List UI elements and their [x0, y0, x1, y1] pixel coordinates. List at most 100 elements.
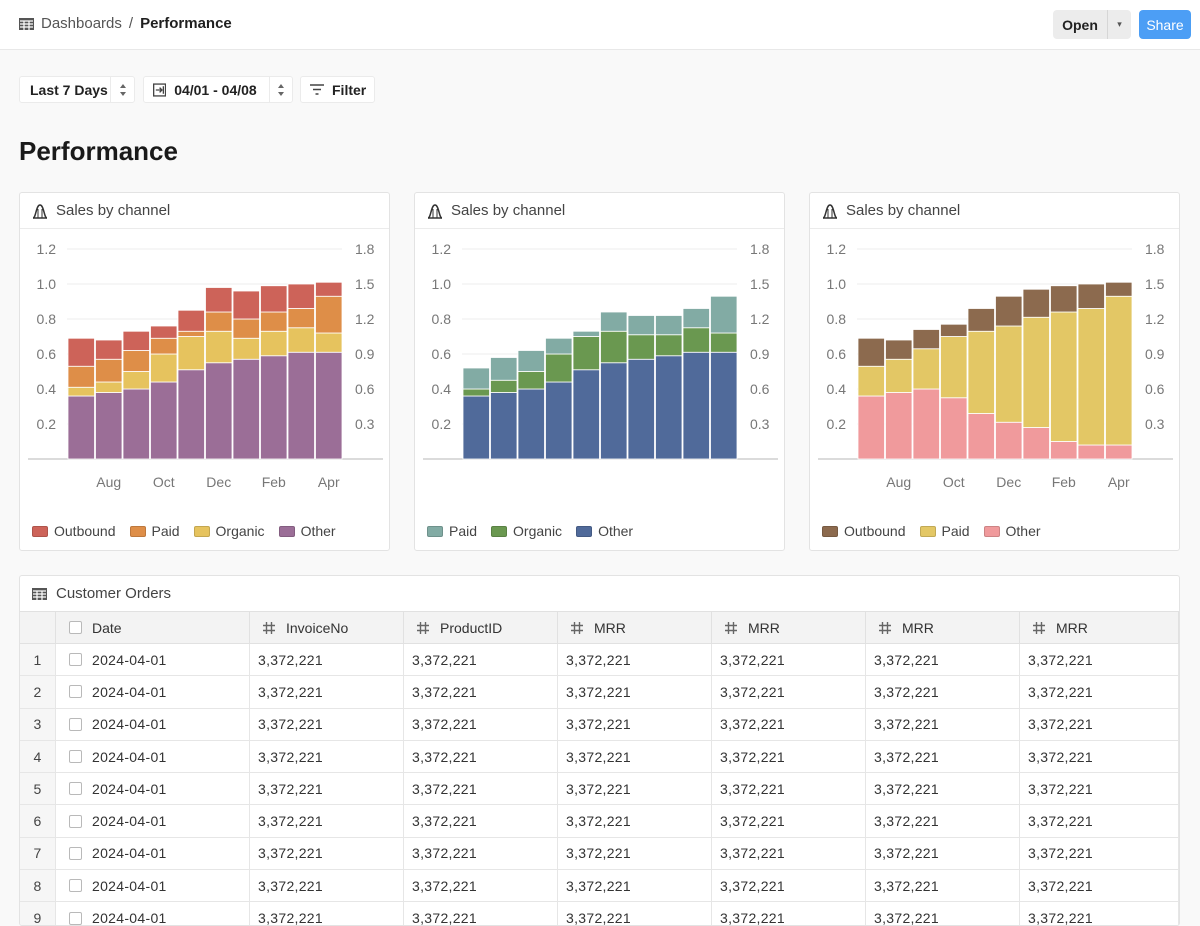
bar-segment-organic[interactable] [315, 332, 343, 353]
bar-segment-other[interactable] [205, 362, 233, 460]
table-cell[interactable]: 3,372,221 [1020, 708, 1179, 741]
bar-segment-organic[interactable] [600, 330, 628, 364]
table-cell[interactable]: 3,372,221 [558, 902, 712, 925]
bar-segment-other[interactable] [710, 351, 738, 460]
bar-segment-paid[interactable] [517, 350, 545, 372]
bar-segment-outbound[interactable] [940, 323, 968, 337]
bar-segment-other[interactable] [1105, 444, 1133, 460]
bar-segment-organic[interactable] [655, 334, 683, 357]
bar-segment-organic[interactable] [150, 353, 178, 383]
row-checkbox[interactable] [69, 750, 82, 764]
table-cell[interactable]: 3,372,221 [250, 773, 404, 806]
table-cell[interactable]: 2024-04-01 [56, 740, 250, 774]
bar-segment-other[interactable] [857, 395, 885, 460]
legend-item-outbound[interactable]: Outbound [32, 523, 116, 539]
row-checkbox[interactable] [69, 782, 82, 796]
table-cell[interactable]: 3,372,221 [558, 805, 712, 838]
bar-segment-organic[interactable] [490, 379, 518, 393]
column-header-mrr[interactable]: MRR [1020, 611, 1179, 644]
table-cell[interactable]: 3,372,221 [866, 902, 1020, 925]
date-picker-stepper[interactable] [269, 77, 292, 102]
bar-segment-outbound[interactable] [232, 290, 260, 320]
table-cell[interactable]: 3,372,221 [404, 644, 558, 677]
table-cell[interactable]: 3,372,221 [558, 740, 712, 774]
column-header-mrr[interactable]: MRR [558, 611, 712, 644]
column-header-invoiceno[interactable]: InvoiceNo [250, 611, 404, 644]
bar-segment-paid[interactable] [462, 367, 490, 390]
bar-segment-organic[interactable] [95, 381, 123, 393]
table-cell[interactable]: 3,372,221 [712, 676, 866, 709]
table-cell[interactable]: 3,372,221 [712, 870, 866, 903]
table-cell[interactable]: 3,372,221 [712, 837, 866, 871]
table-cell[interactable]: 2024-04-01 [56, 870, 250, 903]
bar-segment-paid[interactable] [122, 350, 150, 372]
bar-segment-other[interactable] [655, 355, 683, 460]
table-cell[interactable]: 3,372,221 [558, 676, 712, 709]
bar-segment-outbound[interactable] [967, 308, 995, 332]
bar-segment-outbound[interactable] [1050, 285, 1078, 313]
bar-segment-other[interactable] [260, 355, 288, 460]
bar-segment-other[interactable] [545, 381, 573, 460]
bar-segment-other[interactable] [67, 395, 95, 460]
table-cell[interactable]: 3,372,221 [250, 805, 404, 838]
table-cell[interactable]: 3,372,221 [712, 805, 866, 838]
bar-segment-other[interactable] [122, 388, 150, 460]
bar-segment-paid[interactable] [260, 311, 288, 332]
table-cell[interactable]: 3,372,221 [712, 773, 866, 806]
row-checkbox[interactable] [69, 846, 82, 860]
bar-segment-organic[interactable] [260, 330, 288, 357]
table-cell[interactable]: 2024-04-01 [56, 708, 250, 741]
bar-segment-paid[interactable] [150, 337, 178, 355]
table-cell[interactable]: 3,372,221 [404, 676, 558, 709]
bar-segment-organic[interactable] [710, 332, 738, 353]
bar-segment-organic[interactable] [462, 388, 490, 397]
table-cell[interactable]: 3,372,221 [404, 708, 558, 741]
bar-segment-paid[interactable] [287, 308, 315, 329]
bar-segment-organic[interactable] [232, 337, 260, 360]
bar-segment-other[interactable] [462, 395, 490, 460]
filter-button[interactable]: Filter [300, 76, 375, 103]
row-checkbox[interactable] [69, 814, 82, 828]
bar-segment-outbound[interactable] [1077, 283, 1105, 309]
bar-segment-paid[interactable] [627, 315, 655, 336]
table-cell[interactable]: 2024-04-01 [56, 773, 250, 806]
bar-segment-other[interactable] [315, 351, 343, 460]
table-cell[interactable]: 3,372,221 [1020, 773, 1179, 806]
bar-segment-paid[interactable] [1050, 311, 1078, 442]
table-cell[interactable]: 2024-04-01 [56, 837, 250, 871]
bar-segment-outbound[interactable] [1022, 288, 1050, 318]
bar-segment-paid[interactable] [940, 336, 968, 399]
bar-segment-organic[interactable] [627, 334, 655, 360]
bar-segment-organic[interactable] [205, 330, 233, 364]
bar-segment-paid[interactable] [967, 330, 995, 414]
bar-segment-outbound[interactable] [260, 285, 288, 313]
bar-segment-other[interactable] [95, 392, 123, 460]
bar-segment-other[interactable] [995, 421, 1023, 460]
table-cell[interactable]: 3,372,221 [558, 708, 712, 741]
bar-segment-paid[interactable] [600, 311, 628, 332]
bar-segment-paid[interactable] [995, 325, 1023, 423]
open-dropdown-caret-icon[interactable]: ▾ [1117, 19, 1122, 29]
table-cell[interactable]: 3,372,221 [558, 644, 712, 677]
bar-segment-outbound[interactable] [122, 330, 150, 351]
table-cell[interactable]: 3,372,221 [1020, 870, 1179, 903]
table-cell[interactable]: 3,372,221 [866, 740, 1020, 774]
bar-segment-other[interactable] [490, 392, 518, 460]
bar-segment-paid[interactable] [1022, 316, 1050, 428]
select-all-checkbox[interactable] [69, 621, 82, 634]
bar-segment-paid[interactable] [572, 330, 600, 337]
row-checkbox[interactable] [69, 879, 82, 893]
bar-segment-other[interactable] [627, 358, 655, 460]
table-cell[interactable]: 3,372,221 [866, 676, 1020, 709]
table-cell[interactable]: 3,372,221 [1020, 676, 1179, 709]
table-cell[interactable]: 3,372,221 [558, 837, 712, 871]
table-cell[interactable]: 3,372,221 [712, 902, 866, 925]
legend-item-outbound[interactable]: Outbound [822, 523, 906, 539]
bar-segment-paid[interactable] [490, 357, 518, 381]
legend-item-paid[interactable]: Paid [129, 523, 180, 539]
open-button[interactable]: Open [1053, 10, 1108, 39]
table-cell[interactable]: 3,372,221 [404, 837, 558, 871]
legend-item-other[interactable]: Other [983, 523, 1041, 539]
bar-segment-paid[interactable] [857, 365, 885, 397]
table-cell[interactable]: 3,372,221 [1020, 902, 1179, 925]
